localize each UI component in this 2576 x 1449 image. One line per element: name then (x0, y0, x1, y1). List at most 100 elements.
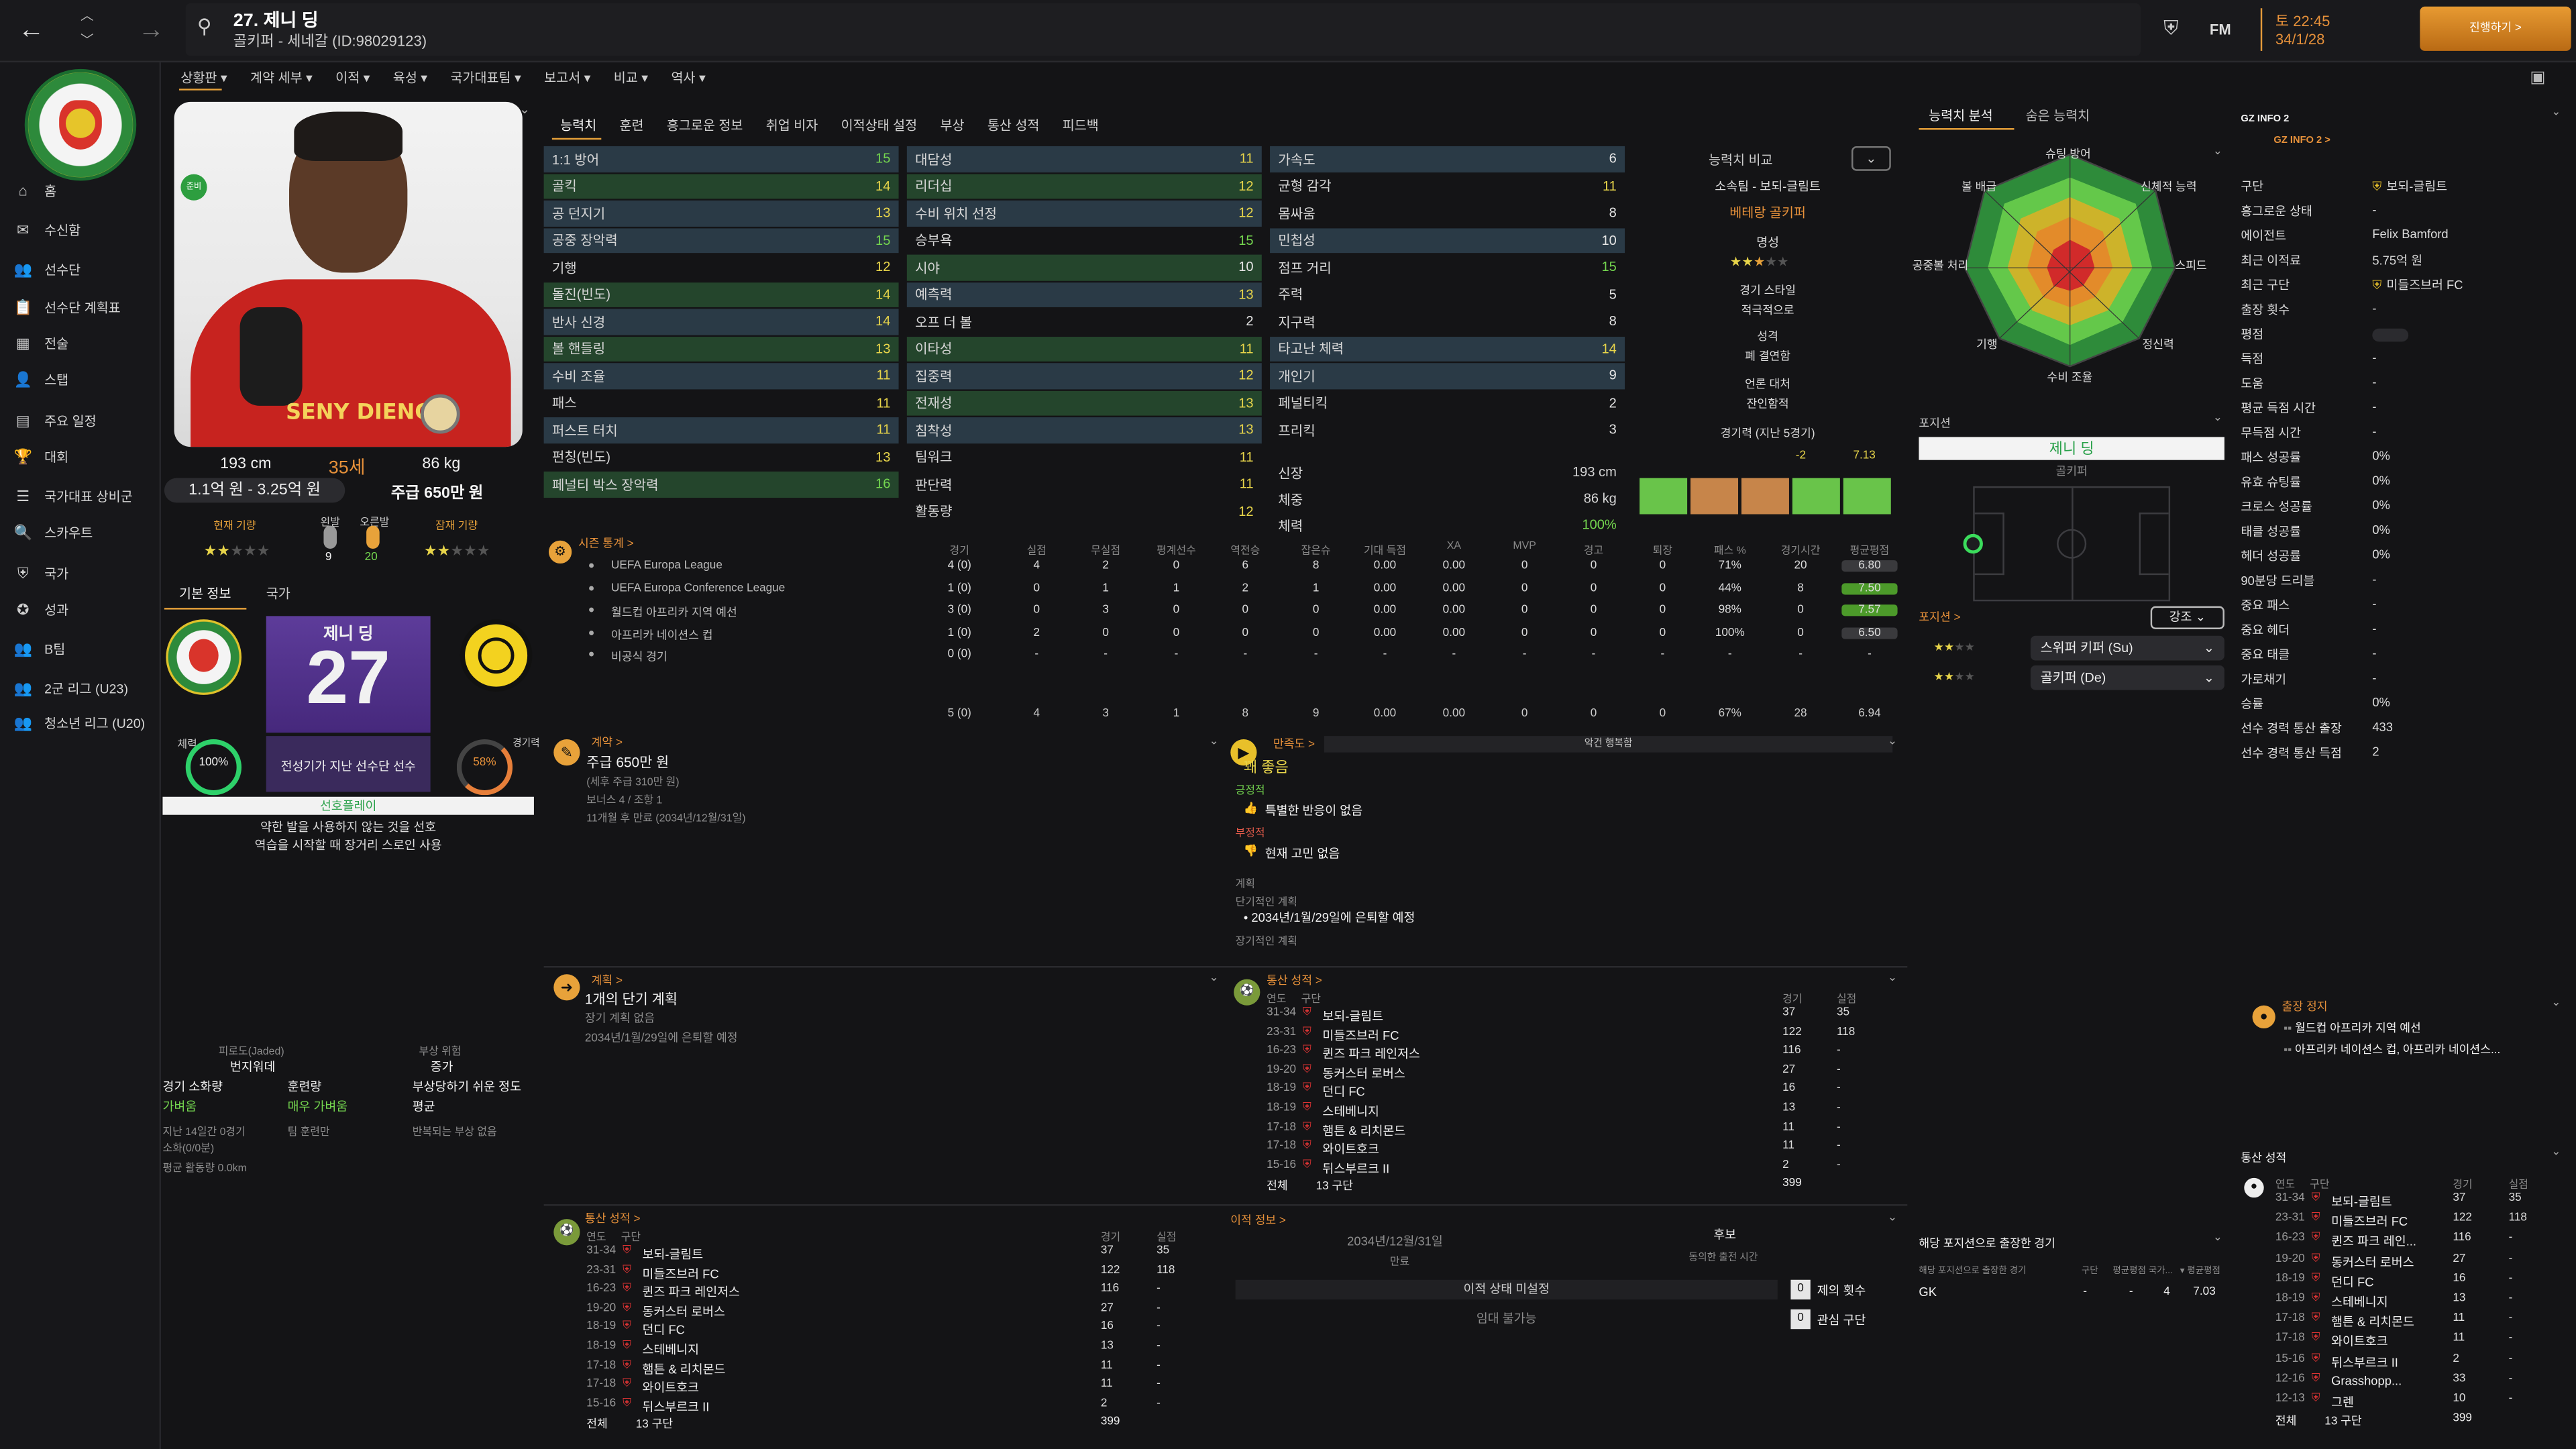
contract-title[interactable]: 계약 > (591, 737, 623, 749)
plans-collapse-icon[interactable]: ⌄ (1209, 972, 1219, 984)
sidebar-item-4[interactable]: ▦ 전술 (0, 329, 161, 358)
sidebar-item-6[interactable]: ▤ 주요 일정 (0, 406, 161, 435)
career-left-club: 미들즈브러 FC (642, 1266, 719, 1281)
attr-tab-3[interactable]: 취업 비자 (765, 118, 818, 133)
info-value: Felix Bamford (2372, 226, 2449, 241)
role1-dropdown[interactable]: 스위퍼 키퍼 (Su) ⌄ (2030, 635, 2224, 661)
subnav-item-5[interactable]: 보고서 ▾ (544, 70, 591, 86)
right-career-collapse-icon[interactable]: ⌄ (2551, 1146, 2561, 1159)
screen-icon[interactable]: ▣ (2530, 68, 2546, 87)
transfer-title[interactable]: 이적 정보 > (1230, 1216, 1286, 1228)
info-collapse-icon[interactable]: ⌄ (2551, 107, 2561, 119)
continue-button[interactable]: 진행하기 > (2420, 6, 2571, 51)
career-left-title[interactable]: 통산 성적 > (584, 1214, 641, 1226)
attr-tab-7[interactable]: 피드백 (1062, 118, 1099, 133)
sidebar-item-1[interactable]: ✉ 수신함 (0, 215, 161, 245)
career-left-conceded: - (1157, 1302, 1161, 1314)
attr-tab-4[interactable]: 이적상태 설정 (841, 118, 918, 133)
subnav-item-1[interactable]: 계약 세부 ▾ (250, 70, 313, 86)
sidebar-item-7[interactable]: 🏆 대회 (0, 442, 161, 472)
gk-attr-row: 펀칭(빈도) 13 (544, 444, 899, 470)
attr-tab-6[interactable]: 통산 성적 (987, 118, 1040, 133)
tab-nation[interactable]: 국가 (266, 586, 290, 602)
attr-tab-5[interactable]: 부상 (940, 118, 965, 133)
career-collapse-icon[interactable]: ⌄ (1887, 972, 1898, 984)
long-plan-label: 장기적인 계획 (1235, 936, 1297, 949)
satisfaction-title[interactable]: 만족도 > (1273, 739, 1316, 751)
transfer-collapse-icon[interactable]: ⌄ (1887, 1212, 1898, 1224)
top-bar: ← ︿ ﹀ → ⚲ 27. 제니 딩 골키퍼 - 세네갈 (ID:9802912… (0, 0, 2576, 63)
sidebar-item-9[interactable]: 🔍 스카우트 (0, 517, 161, 547)
season-header: 실점 (1026, 545, 1046, 557)
chevron-down-icon[interactable]: ﹀ (80, 32, 94, 48)
subnav-item-6[interactable]: 비교 ▾ (613, 70, 649, 86)
subnav-item-7[interactable]: 역사 ▾ (671, 70, 706, 86)
sidebar-item-3[interactable]: 📋 선수단 계획표 (0, 292, 161, 322)
sidebar-item-icon: 👥 (13, 679, 33, 696)
played-positions-collapse-icon[interactable]: ⌄ (2212, 1232, 2223, 1244)
satisfaction-collapse-icon[interactable]: ⌄ (1887, 736, 1898, 748)
sidebar-item-10[interactable]: ⛨ 국가 (0, 559, 161, 588)
season-cell: 3 (0) (947, 604, 971, 616)
season-comp-name: 비공식 경기 (611, 652, 667, 664)
tab-ability-analysis[interactable]: 능력치 분석 (1929, 108, 1993, 123)
season-cell: 0.00 (1373, 582, 1397, 594)
subnav-item-4[interactable]: 국가대표팀 ▾ (450, 70, 521, 86)
season-comp-name: 월드컵 아프리카 지역 예선 (611, 608, 737, 620)
subnav-item-0[interactable]: 상황판 ▾ (180, 70, 227, 86)
sidebar-item-5[interactable]: 👤 스탭 (0, 365, 161, 394)
tab-hidden-attributes[interactable]: 숨은 능력치 (2025, 108, 2090, 123)
back-icon[interactable]: ← (17, 16, 45, 45)
plans-title[interactable]: 계획 > (591, 975, 623, 987)
subnav-item-2[interactable]: 이적 ▾ (335, 70, 370, 86)
position-collapse-icon[interactable]: ⌄ (2212, 412, 2223, 424)
role2-dropdown[interactable]: 골키퍼 (De) ⌄ (2030, 665, 2224, 690)
attr-tab-2[interactable]: 흥그로운 정보 (666, 118, 743, 133)
right-career-club: 동커스터 로버스 (2331, 1254, 2414, 1270)
search-bar[interactable]: ⚲ 27. 제니 딩 골키퍼 - 세네갈 (ID:98029123) (185, 3, 2141, 56)
fm-logo[interactable]: FM (2209, 21, 2231, 38)
career-left-club-icon: ⛨ (623, 1379, 632, 1391)
sidebar-item-8[interactable]: ☰ 국가대표 상비군 (0, 482, 161, 511)
season-cell: 0 (1659, 627, 1666, 639)
subnav-item-3[interactable]: 육성 ▾ (392, 70, 428, 86)
gk-position-marker[interactable] (1963, 533, 1983, 554)
tab-basic-info[interactable]: 기본 정보 (178, 586, 231, 602)
forward-icon[interactable]: → (138, 16, 164, 45)
sidebar-item-2[interactable]: 👥 선수단 (0, 255, 161, 284)
info-value: - (2372, 350, 2377, 365)
sidebar-item-12[interactable]: 👥 B팀 (0, 634, 161, 663)
mental-attr-row: 팀워크 11 (907, 444, 1262, 470)
sidebar-item-11[interactable]: ✪ 성과 (0, 595, 161, 625)
search-icon[interactable]: ⚲ (197, 15, 212, 38)
season-stats-title[interactable]: 시즌 통계 > (578, 539, 634, 551)
sidebar-item-14[interactable]: 👥 청소년 리그 (U20) (0, 708, 161, 738)
sidebar-item-13[interactable]: 👥 2군 리그 (U23) (0, 674, 161, 703)
attr-name: 시야 (915, 260, 941, 276)
attr-tab-0[interactable]: 능력치 (560, 118, 597, 133)
compare-dropdown[interactable]: ⌄ (1851, 146, 1891, 171)
style-value: 적극적으로 (1741, 305, 1794, 317)
info-subtitle[interactable]: GZ INFO 2 > (2273, 136, 2330, 146)
career-total-clubs: 13 구단 (1316, 1181, 1354, 1193)
info-label: 출장 횟수 (2241, 302, 2290, 317)
jaded-label: 피로도(Jaded) (218, 1046, 284, 1059)
chevron-up-icon[interactable]: ︿ (80, 8, 94, 23)
contract-collapse-icon[interactable]: ⌄ (1209, 736, 1219, 748)
club-icon[interactable]: ⛨ (2163, 16, 2179, 40)
right-career-year: 18-19 (2275, 1273, 2305, 1285)
sidebar-item-label: 전술 (44, 335, 69, 351)
suspension-title: 출장 정지 (2282, 1002, 2328, 1014)
sidebar-item-0[interactable]: ⌂ 홈 (0, 176, 161, 205)
highlight-button[interactable]: 강조 ⌄ (2150, 606, 2224, 629)
position-roles-title[interactable]: 포지션 > (1919, 612, 1961, 625)
info-label: 태클 성공률 (2241, 524, 2302, 539)
career-title[interactable]: 통산 성적 > (1267, 975, 1322, 987)
suspension-collapse-icon[interactable]: ⌄ (2551, 997, 2561, 1009)
right-career-club-icon: ⛨ (2311, 1252, 2320, 1265)
right-career-year: 16-23 (2275, 1232, 2305, 1244)
collapse-icon[interactable]: ⌄ (519, 101, 531, 117)
attr-tab-1[interactable]: 훈련 (619, 118, 644, 133)
radar-collapse-icon[interactable]: ⌄ (2212, 146, 2223, 158)
career-left-apps: 37 (1100, 1245, 1114, 1257)
